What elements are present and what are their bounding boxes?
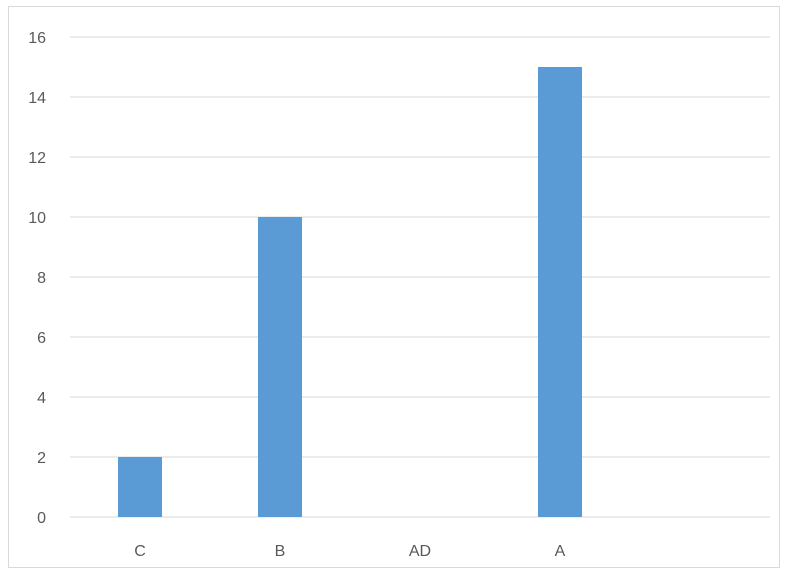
- gridlines: [70, 36, 770, 518]
- bar-a: [538, 67, 582, 517]
- x-tick-label: AD: [409, 543, 431, 560]
- y-tick-label: 8: [37, 270, 46, 287]
- x-tick-label: A: [555, 543, 566, 560]
- y-tick-label: 0: [37, 510, 46, 527]
- y-axis-tick-labels: 0 2 4 6 8 10 12 14 16: [28, 30, 46, 527]
- x-axis-tick-labels: C B AD A: [134, 543, 565, 560]
- bar-c: [118, 457, 162, 517]
- bars: [118, 67, 582, 517]
- y-tick-label: 12: [28, 150, 46, 167]
- y-tick-label: 4: [37, 390, 46, 407]
- y-tick-label: 16: [28, 30, 46, 47]
- y-tick-label: 14: [28, 90, 46, 107]
- x-tick-label: C: [134, 543, 146, 560]
- y-tick-label: 10: [28, 210, 46, 227]
- y-tick-label: 6: [37, 330, 46, 347]
- y-tick-label: 2: [37, 450, 46, 467]
- x-tick-label: B: [275, 543, 286, 560]
- bar-b: [258, 217, 302, 517]
